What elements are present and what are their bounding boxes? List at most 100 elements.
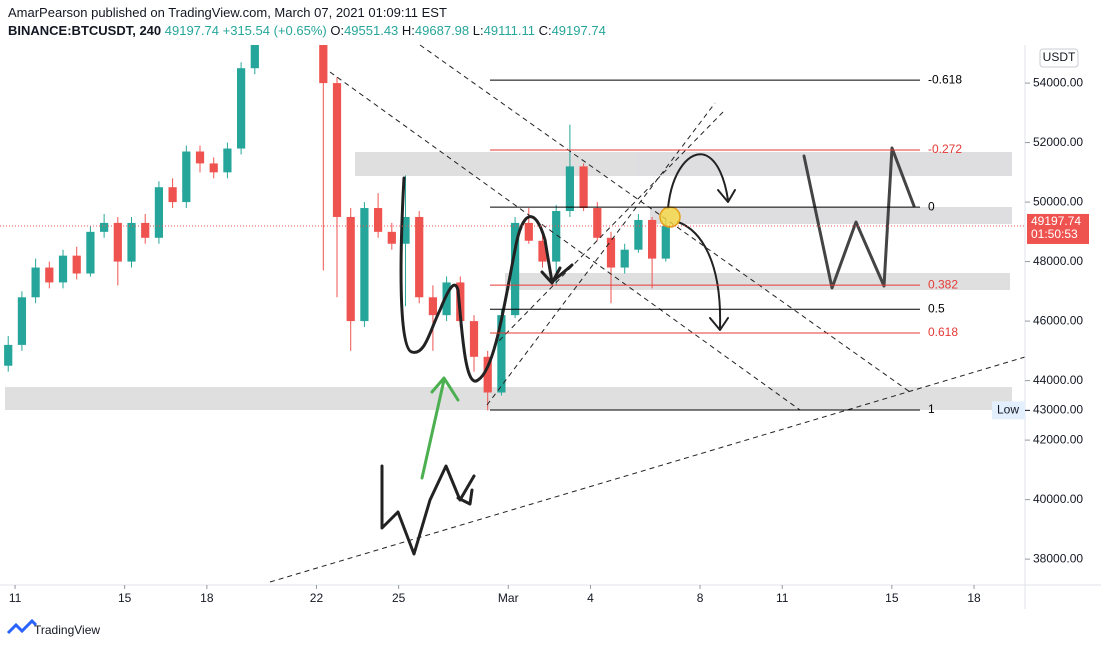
drawings: [269, 44, 1026, 583]
zone: [650, 207, 1012, 224]
fib-label: -0.272: [928, 142, 962, 156]
candle-body: [524, 222, 533, 241]
zones: [5, 152, 1012, 410]
candle-body: [552, 211, 561, 262]
candle-body: [387, 231, 396, 244]
l-label: L:: [472, 23, 484, 38]
trend-line: [329, 71, 801, 411]
y-tick-label: 42000.00: [1033, 432, 1083, 446]
c-label: C:: [538, 23, 552, 38]
y-tick-label: 40000.00: [1033, 492, 1083, 506]
header: AmarPearson published on TradingView.com…: [8, 4, 606, 40]
zone: [355, 152, 1012, 176]
candle-body: [634, 219, 643, 250]
trend-line: [419, 44, 911, 393]
fib-label: 1: [928, 402, 935, 416]
change: +315.54 (+0.65%): [222, 23, 327, 38]
symbol: BINANCE:BTCUSDT, 240: [8, 23, 162, 38]
candle-body: [483, 356, 492, 393]
x-tick-label: 18: [200, 591, 214, 605]
candle-body: [45, 267, 54, 283]
candle-body: [579, 166, 588, 209]
candle-body: [346, 216, 355, 322]
candle-body: [497, 315, 506, 393]
l: 49111.11: [483, 23, 535, 38]
candle-body: [415, 216, 424, 298]
hand-drawings: [380, 146, 916, 556]
candle-body: [620, 249, 629, 268]
candle-body: [182, 151, 191, 203]
candle-body: [647, 219, 657, 259]
currency-box: [1039, 48, 1079, 68]
arrow: [667, 153, 736, 209]
candle-body: [565, 166, 575, 212]
candle-body: [456, 282, 465, 322]
green-arrow: [420, 376, 460, 480]
x-tick-label: 18: [967, 591, 981, 605]
x-tick-label: Mar: [498, 591, 519, 605]
y-tick-label: 54000.00: [1033, 75, 1083, 89]
y-tick-label: 52000.00: [1033, 135, 1083, 149]
y-tick-label: 44000.00: [1033, 373, 1083, 387]
candle-body: [401, 216, 410, 244]
fib-label: 0.618: [928, 325, 958, 339]
candle-body: [593, 208, 602, 238]
marker: [659, 206, 681, 228]
x-tick-label: 11: [776, 591, 789, 605]
scribble: [540, 266, 562, 285]
fib-label: 0.5: [928, 301, 945, 315]
fib-label: 0.382: [928, 277, 958, 291]
fib-label: -0.618: [928, 72, 962, 86]
w-shape: [802, 146, 916, 290]
x-tick-label: 25: [392, 591, 406, 605]
candle-body: [332, 83, 342, 217]
last: 49197.74: [164, 23, 219, 38]
y-tick-label: 48000.00: [1033, 254, 1083, 268]
candle-body: [373, 208, 383, 232]
candle-body: [141, 222, 150, 238]
candle-body: [17, 297, 27, 345]
candle-body: [58, 255, 68, 283]
low-price: 43000.00: [1033, 403, 1083, 417]
o: 49551.43: [344, 23, 399, 38]
candle-body: [4, 344, 13, 366]
scribble: [399, 176, 574, 383]
candle-body: [209, 163, 218, 173]
y-tick-label: 50000.00: [1033, 194, 1083, 208]
x-tick-label: 22: [310, 591, 324, 605]
candles: [4, 45, 670, 411]
candle-body: [360, 208, 369, 322]
trend-line: [494, 111, 724, 346]
candle-body: [661, 225, 670, 259]
zone: [5, 387, 1012, 410]
quote-line: BINANCE:BTCUSDT, 240 49197.74 +315.54 (+…: [8, 22, 606, 40]
candle-body: [442, 282, 451, 316]
c: 49197.74: [551, 23, 606, 38]
h-label: H:: [401, 23, 415, 38]
candle-body: [168, 187, 177, 203]
x-tick-label: 15: [118, 591, 132, 605]
zone: [505, 273, 1010, 290]
currency: USDT: [1043, 50, 1076, 64]
trend-line: [269, 356, 1026, 583]
candle-body: [154, 187, 164, 238]
low-label: Low: [997, 403, 1019, 417]
candle-body: [237, 68, 246, 149]
candle-body: [100, 222, 109, 232]
candle-body: [31, 267, 40, 298]
price-label: 49197.74: [1031, 214, 1081, 228]
trend-line: [486, 102, 716, 406]
logo: [6, 618, 38, 635]
x-tick-label: 8: [697, 591, 704, 605]
y-tick-label: 46000.00: [1033, 313, 1083, 327]
candle-body: [113, 222, 122, 262]
candle-body: [510, 222, 520, 316]
x-tick-label: 11: [9, 591, 22, 605]
o-label: O:: [330, 23, 345, 38]
brand: TradingView: [34, 623, 100, 637]
candle-body: [86, 231, 95, 274]
candle-body: [127, 222, 136, 262]
countdown: 01:50:53: [1031, 227, 1078, 241]
